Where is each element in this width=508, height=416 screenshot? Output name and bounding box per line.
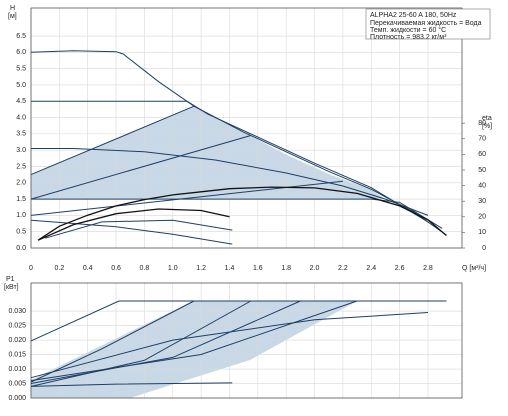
x-tick-label: 1.6: [253, 265, 263, 272]
x-label: Q [м³/ч]: [462, 265, 486, 272]
y-tick-label: 5.0: [16, 82, 26, 89]
y-tick-label: 0.010: [8, 366, 26, 373]
y-unit: [м]: [8, 13, 17, 20]
y-unit: [кВт]: [4, 284, 19, 291]
x-tick-label: 2.8: [423, 265, 433, 272]
y-tick-label: 0.025: [8, 322, 26, 329]
curve: [30, 382, 233, 387]
x-tick-label: 0.2: [54, 265, 64, 272]
x-tick-label: 2.4: [366, 265, 376, 272]
y-label: P1: [6, 276, 15, 283]
y-tick-label: 0.000: [8, 395, 26, 402]
x-tick-label: 1.8: [281, 265, 291, 272]
y-tick-label: 0.020: [8, 337, 26, 344]
y-tick-label: 4.0: [16, 114, 26, 121]
legend-box: [365, 8, 491, 40]
x-tick-label: 2.2: [338, 265, 348, 272]
curve: [30, 135, 251, 200]
y-tick-label: 0.005: [8, 380, 26, 387]
y-tick-label: 0.5: [16, 229, 26, 236]
curve: [30, 300, 447, 342]
curve: [30, 300, 358, 382]
x-tick-label: 1.4: [225, 265, 235, 272]
y2-tick-label: 40: [478, 182, 486, 189]
x-tick-label: 1.2: [196, 265, 206, 272]
y-tick-label: 6.5: [16, 33, 26, 40]
x-tick-label: 2.0: [310, 265, 320, 272]
x-tick-label: 0.6: [111, 265, 121, 272]
curve: [37, 208, 230, 241]
y2-tick-label: 50: [478, 167, 486, 174]
x-tick-label: 2.6: [395, 265, 405, 272]
y-tick-label: 0.030: [8, 308, 26, 315]
curve: [31, 100, 429, 223]
annotation: Перекачиваемая жидкость = Вода: [370, 20, 482, 27]
y2-tick-label: 30: [478, 198, 486, 205]
y-tick-label: 1.0: [16, 212, 26, 219]
curve: [30, 219, 233, 245]
y-tick-label: 0.0: [16, 245, 26, 252]
y2-unit: [%]: [482, 123, 492, 130]
x-tick-label: 0.8: [140, 265, 150, 272]
y-tick-label: 1.5: [16, 196, 26, 203]
y-tick-label: 0.015: [8, 351, 26, 358]
curve: [37, 186, 447, 241]
y-tick-label: 2.5: [16, 163, 26, 170]
y2-tick-label: 60: [478, 151, 486, 158]
x-tick-label: 0: [29, 265, 33, 272]
y2-tick-label: 10: [478, 229, 486, 236]
curve: [30, 300, 252, 387]
annotation: Темп. жидкости = 60 °C: [370, 26, 446, 34]
x-tick-label: 1.0: [168, 265, 178, 272]
y-tick-label: 3.5: [16, 131, 26, 138]
curve: [30, 105, 195, 176]
curve: [31, 148, 429, 216]
curve: [45, 219, 233, 239]
curve: [30, 312, 429, 379]
y2-tick-label: 70: [478, 136, 486, 143]
y-label: H: [10, 5, 15, 12]
y-tick-label: 3.0: [16, 147, 26, 154]
title: ALPHA2 25-60 A 180, 50Hz: [370, 12, 457, 19]
y2-tick-label: 20: [478, 214, 486, 221]
x-tick-label: 0.4: [83, 265, 93, 272]
y-tick-label: 2.0: [16, 180, 26, 187]
y-tick-label: 6.0: [16, 49, 26, 56]
curve: [30, 300, 301, 384]
plot-frame: [30, 7, 463, 249]
y2-label: eta: [482, 115, 492, 122]
y2-tick-label: 0: [482, 245, 486, 252]
y2-tick-label: 80: [478, 120, 486, 127]
y-tick-label: 4.5: [16, 98, 26, 105]
y-tick-label: 5.5: [16, 65, 26, 72]
annotation: Плотность = 983.2 кг/м³: [370, 34, 447, 41]
